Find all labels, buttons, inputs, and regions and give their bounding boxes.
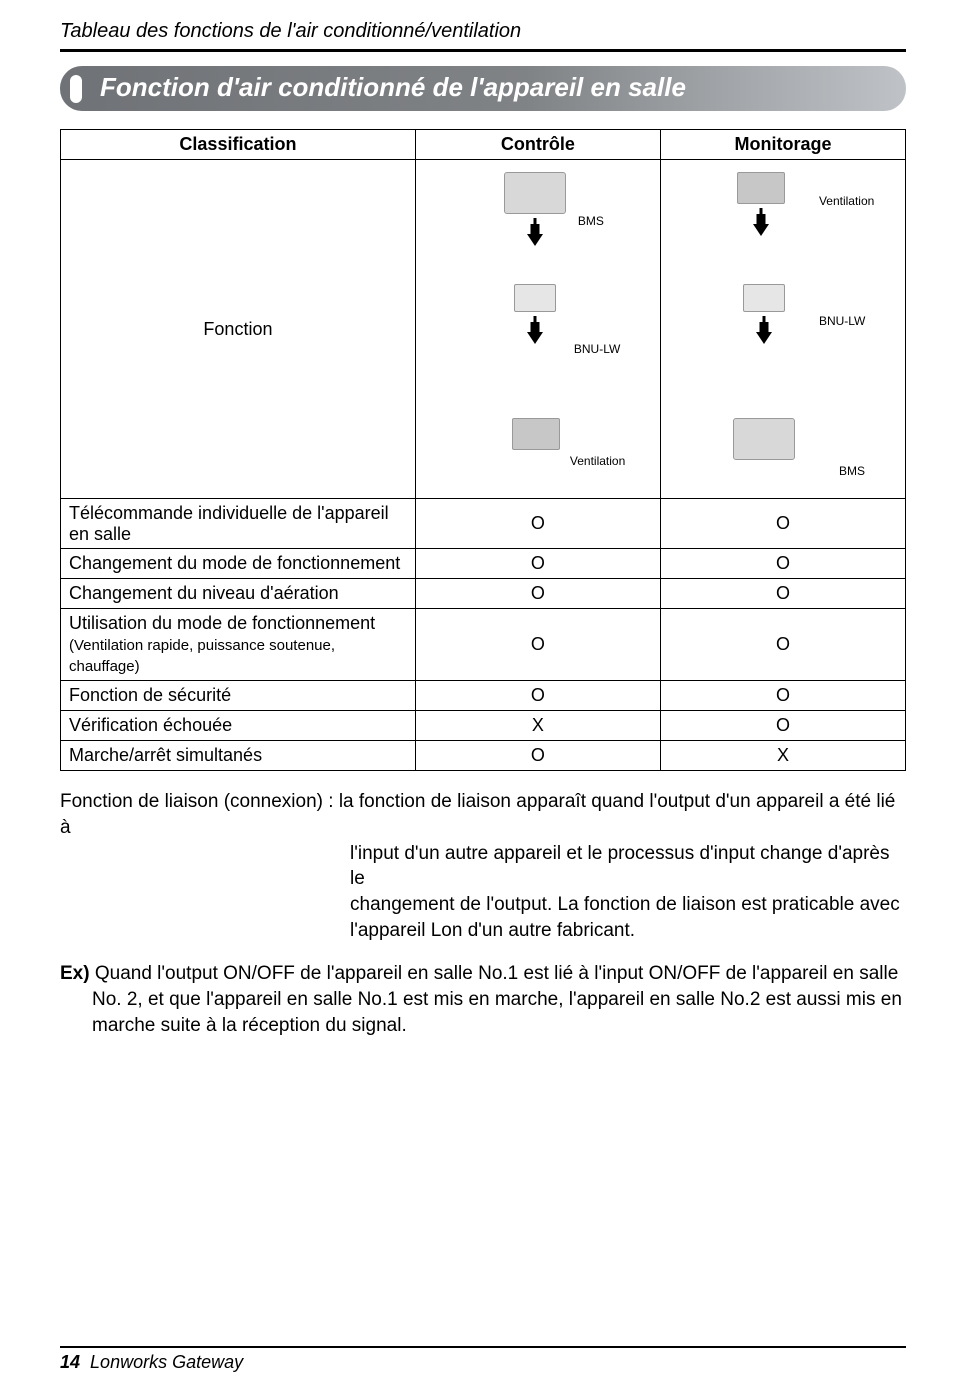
row-monitorage: O	[660, 579, 905, 609]
bms-label: BMS	[578, 214, 604, 228]
monitorage-diagram-cell: Ventilation BNU-LW BM	[660, 160, 905, 499]
ex-lead: Quand l'output ON/OFF de l'appareil en s…	[90, 963, 899, 984]
bnu-lw-label: BNU-LW	[574, 342, 620, 356]
functions-table: Classification Contrôle Monitorage Fonct…	[60, 129, 906, 771]
section-banner: Fonction d'air conditionné de l'appareil…	[60, 66, 906, 111]
row-controle: O	[415, 499, 660, 549]
row-monitorage: O	[660, 609, 905, 681]
monitorage-diagram: Ventilation BNU-LW BM	[669, 164, 897, 494]
liaison-lead: Fonction de liaison (connexion) : la fon…	[60, 791, 895, 838]
table-header-row: Classification Contrôle Monitorage	[61, 130, 906, 160]
example-paragraph: Ex) Quand l'output ON/OFF de l'appareil …	[60, 961, 906, 1038]
top-caption: Tableau des fonctions de l'air condition…	[60, 20, 906, 43]
row-controle: X	[415, 711, 660, 741]
footer-rule	[60, 1346, 906, 1348]
liaison-paragraph: Fonction de liaison (connexion) : la fon…	[60, 789, 906, 943]
page-footer: 14 Lonworks Gateway	[60, 1346, 906, 1373]
ex-label: Ex)	[60, 963, 90, 984]
row-controle: O	[415, 681, 660, 711]
row-controle: O	[415, 579, 660, 609]
table-row: Fonction de sécurité O O	[61, 681, 906, 711]
footer-text: 14 Lonworks Gateway	[60, 1352, 243, 1372]
arrow-down-icon	[525, 218, 545, 248]
banner-title: Fonction d'air conditionné de l'appareil…	[100, 72, 686, 102]
liaison-cont-1: l'input d'un autre appareil et le proces…	[60, 841, 906, 892]
ex-cont-2: marche suite à la réception du signal.	[60, 1013, 906, 1039]
arrow-down-icon	[754, 316, 774, 346]
row-controle: O	[415, 609, 660, 681]
ventilation-device-icon	[737, 172, 785, 238]
liaison-cont-2: changement de l'output. La fonction de l…	[60, 892, 906, 918]
table-row: Utilisation du mode de fonctionnement (V…	[61, 609, 906, 681]
row-monitorage: O	[660, 499, 905, 549]
row-monitorage: O	[660, 549, 905, 579]
controle-diagram: BMS BNU-LW Ventilatio	[424, 164, 652, 494]
ventilation-label: Ventilation	[819, 194, 874, 208]
table-row: Vérification échouée X O	[61, 711, 906, 741]
row-controle: O	[415, 549, 660, 579]
th-monitorage: Monitorage	[660, 130, 905, 160]
row-monitorage: X	[660, 741, 905, 771]
table-row-fonction: Fonction BMS	[61, 160, 906, 499]
row-label: Utilisation du mode de fonctionnement (V…	[61, 609, 416, 681]
document-page: Tableau des fonctions de l'air condition…	[0, 0, 954, 1399]
ex-cont-1: No. 2, et que l'appareil en salle No.1 e…	[60, 987, 906, 1013]
controle-diagram-cell: BMS BNU-LW Ventilatio	[415, 160, 660, 499]
row-label: Changement du niveau d'aération	[61, 579, 416, 609]
top-rule	[60, 49, 906, 52]
fonction-label: Fonction	[203, 319, 272, 339]
bms-device-icon	[504, 172, 566, 248]
table-row: Changement du mode de fonctionnement O O	[61, 549, 906, 579]
bnu-lw-device-icon	[514, 284, 556, 346]
row-monitorage: O	[660, 711, 905, 741]
table-row: Changement du niveau d'aération O O	[61, 579, 906, 609]
footer-book-title: Lonworks Gateway	[90, 1352, 243, 1372]
row-label-line1: Utilisation du mode de fonctionnement	[69, 613, 375, 633]
row-label: Vérification échouée	[61, 711, 416, 741]
table-row: Télécommande individuelle de l'appareil …	[61, 499, 906, 549]
row-label: Marche/arrêt simultanés	[61, 741, 416, 771]
bms-device-icon	[733, 418, 795, 460]
liaison-cont-3: l'appareil Lon d'un autre fabricant.	[60, 918, 906, 944]
row-monitorage: O	[660, 681, 905, 711]
ventilation-label: Ventilation	[570, 454, 625, 468]
fonction-label-cell: Fonction	[61, 160, 416, 499]
footer-page-number: 14	[60, 1352, 80, 1372]
bnu-lw-label: BNU-LW	[819, 314, 865, 328]
th-classification: Classification	[61, 130, 416, 160]
arrow-down-icon	[525, 316, 545, 346]
row-label: Changement du mode de fonctionnement	[61, 549, 416, 579]
bms-label: BMS	[839, 464, 865, 478]
ventilation-device-icon	[512, 418, 560, 450]
table-row: Marche/arrêt simultanés O X	[61, 741, 906, 771]
row-label: Télécommande individuelle de l'appareil …	[61, 499, 416, 549]
th-controle: Contrôle	[415, 130, 660, 160]
row-label-line2: (Ventilation rapide, puissance soutenue,…	[69, 637, 335, 675]
arrow-down-icon	[751, 208, 771, 238]
bnu-lw-device-icon	[743, 284, 785, 346]
row-label: Fonction de sécurité	[61, 681, 416, 711]
row-controle: O	[415, 741, 660, 771]
